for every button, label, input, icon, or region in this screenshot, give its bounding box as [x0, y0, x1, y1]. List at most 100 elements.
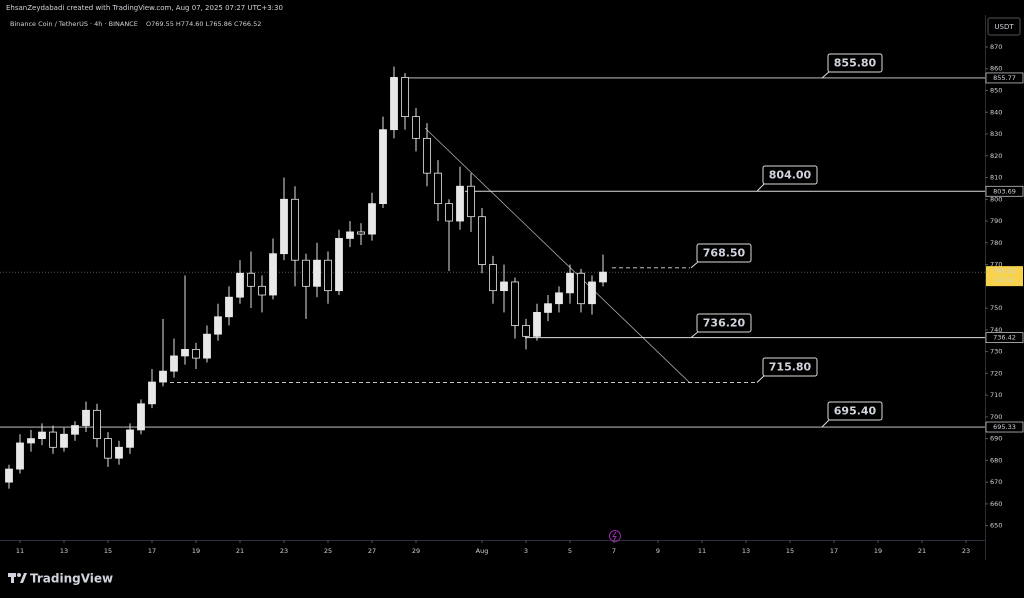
candle-body: [49, 431, 57, 448]
last-price-tag: [986, 266, 1023, 287]
y-tick-label: 750: [990, 304, 1002, 312]
x-tick-label: 3: [524, 547, 528, 555]
candle-body: [577, 272, 585, 305]
x-tick-label: 11: [698, 547, 706, 555]
candle-body: [599, 271, 607, 283]
callout-tail: [756, 182, 766, 192]
candle-body: [159, 370, 167, 383]
callout-box: [827, 401, 883, 421]
candle-body: [412, 116, 420, 139]
candle-body: [434, 172, 442, 205]
candle-body: [522, 325, 530, 337]
callout-box: [762, 165, 818, 185]
y-tick-label: 660: [990, 500, 1002, 508]
candle-body: [588, 281, 596, 305]
y-tick-label: 830: [990, 130, 1002, 138]
event-icon-bolt: [612, 531, 617, 541]
x-tick-label: 9: [656, 547, 660, 555]
candle-body: [500, 281, 508, 292]
candle-body: [379, 129, 387, 205]
candle-body: [335, 238, 343, 292]
x-tick-label: 23: [962, 547, 970, 555]
x-tick-label: 5: [568, 547, 572, 555]
candle-body: [60, 433, 68, 448]
y-tick-label: 770: [990, 261, 1002, 269]
trend-line: [424, 127, 691, 384]
candle-body: [511, 281, 519, 326]
x-tick-label: 11: [16, 547, 24, 555]
candle-body: [258, 285, 266, 296]
candle-body: [313, 259, 321, 287]
x-tick-label: Aug: [476, 547, 489, 555]
candle-body: [346, 231, 354, 239]
y-tick-label: 730: [990, 348, 1002, 356]
callout-box: [827, 53, 883, 73]
candle-body: [445, 203, 453, 222]
y-tick-label: 700: [990, 413, 1002, 421]
y-tick-label: 680: [990, 456, 1002, 464]
candle-body: [104, 438, 112, 459]
currency-box: [987, 17, 1021, 36]
x-tick-label: 7: [612, 547, 616, 555]
callout-label: 768.50: [703, 247, 746, 260]
header: EhsanZeydabadi created with TradingView.…: [6, 4, 283, 12]
candle-body: [192, 349, 200, 359]
y-tick-label: 870: [990, 43, 1002, 51]
callout-box: [762, 357, 818, 377]
candle-body: [390, 77, 398, 131]
candle-body: [368, 203, 376, 235]
price-tag-label: 803.69: [993, 187, 1016, 195]
x-tick-label: 19: [874, 547, 882, 555]
x-tick-label: 23: [280, 547, 288, 555]
candle-body: [247, 272, 255, 287]
candle-body: [269, 253, 277, 296]
candle-body: [225, 296, 233, 318]
candle-body: [456, 185, 464, 222]
candle-body: [181, 349, 189, 357]
price-tag: [985, 332, 1024, 343]
x-tick-label: 13: [742, 547, 750, 555]
callout-label: 855.80: [834, 57, 877, 70]
brand-logo: [8, 573, 27, 583]
y-tick-label: 670: [990, 478, 1002, 486]
candle-body: [203, 333, 211, 359]
candle-body: [555, 292, 563, 305]
currency: USDT: [994, 23, 1014, 31]
event-icon[interactable]: [609, 530, 621, 542]
y-tick-label: 690: [990, 435, 1002, 443]
x-tick-label: 17: [830, 547, 838, 555]
candle-body: [148, 381, 156, 405]
y-tick-label: 710: [990, 391, 1002, 399]
callout-label: 695.40: [834, 405, 877, 418]
candle-body: [71, 425, 79, 435]
y-tick-label: 790: [990, 217, 1002, 225]
x-tick-label: 21: [918, 547, 926, 555]
price-tag-label: 855.77: [993, 74, 1016, 82]
countdown: 02:32: [995, 276, 1014, 284]
candle-body: [533, 312, 541, 337]
x-tick-label: 15: [104, 547, 112, 555]
candle-body: [137, 403, 145, 431]
callout-box: [696, 243, 752, 263]
candle-body: [357, 231, 365, 235]
price-tag-label: 695.33: [993, 423, 1016, 431]
callout-box: [696, 313, 752, 333]
candle-body: [280, 198, 288, 255]
candle-body: [126, 429, 134, 448]
candle-body: [115, 446, 123, 459]
price-tag: [985, 185, 1024, 197]
symbol: Binance Coin / TetherUS · 4h · BINANCE: [10, 20, 138, 28]
candle-body: [236, 272, 244, 298]
brand: TradingView: [30, 572, 113, 586]
x-tick-label: 27: [368, 547, 376, 555]
y-tick-label: 860: [990, 65, 1002, 73]
candle-body: [214, 316, 222, 335]
candle-body: [291, 198, 299, 261]
callout-tail: [821, 418, 831, 428]
price-tag: [985, 72, 1024, 84]
y-tick-label: 820: [990, 152, 1002, 160]
candle-body: [16, 442, 24, 470]
candle-body: [478, 216, 486, 265]
y-tick-label: 650: [990, 522, 1002, 530]
